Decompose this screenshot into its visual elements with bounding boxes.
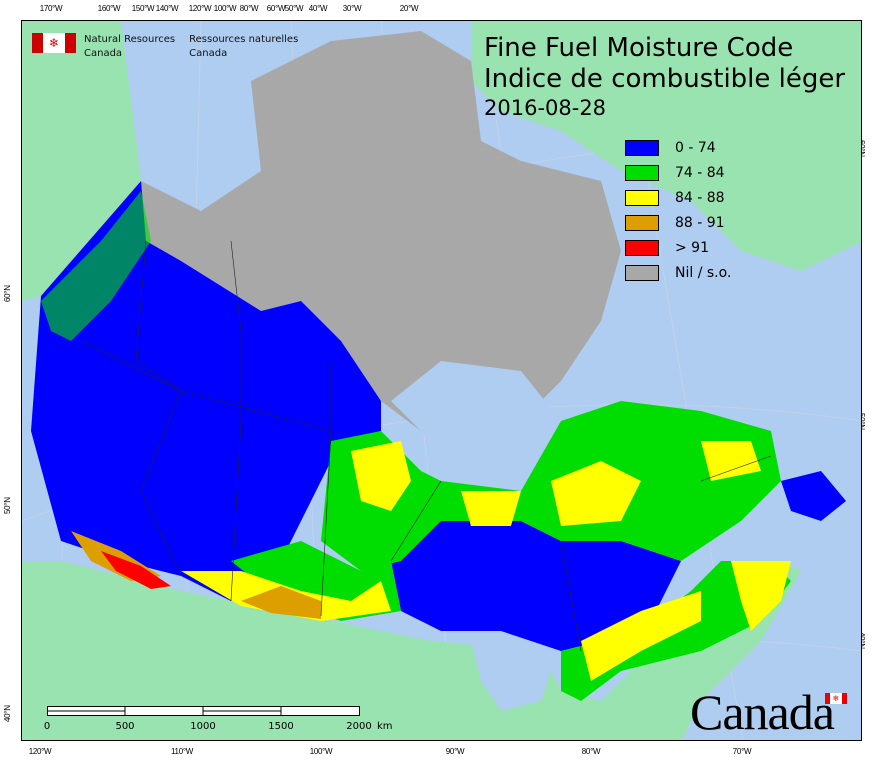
canada-wordmark: Canada [690, 684, 835, 740]
agency-name-en: Natural Resources Canada [84, 33, 175, 61]
canada-flag-icon: ❄ [32, 33, 76, 53]
bottom-axis-label: 80°W [581, 747, 601, 756]
agency-en-line1: Natural Resources [84, 34, 176, 45]
fwi-class-84-88 [461, 491, 521, 526]
top-axis-label: 140°W [155, 4, 179, 13]
legend-swatch [625, 239, 659, 256]
legend-swatch [625, 139, 659, 156]
scale-unit: km [377, 721, 393, 732]
fwi-class-84-88-maritimes [731, 561, 791, 631]
top-axis-label: 30°W [342, 4, 362, 13]
fwi-class-84-88-labrador [701, 441, 761, 481]
canada-flag-icon: ❄ [825, 693, 847, 704]
bottom-axis-label: 120°W [28, 747, 52, 756]
top-axis-label: 20°W [399, 4, 419, 13]
scale-bar-graphic [47, 706, 360, 716]
legend: 0 - 74 74 - 84 84 - 88 88 - 91 > 91 Nil / s.o… [625, 135, 731, 285]
legend-item: 88 - 91 [625, 210, 731, 235]
agency-name-fr: Ressources naturelles Canada [189, 33, 298, 61]
top-axis-label: 100°W [213, 4, 237, 13]
map-title: Fine Fuel Moisture Code Indice de combus… [484, 33, 845, 95]
left-axis-label: 60°N [3, 285, 12, 302]
scale-bar: 0 500 1000 1500 2000 km [44, 705, 393, 732]
fire-weather-map[interactable] [22, 21, 862, 741]
legend-label: Nil / s.o. [675, 264, 732, 281]
legend-item: Nil / s.o. [625, 260, 731, 285]
bottom-axis-label: 110°W [170, 747, 194, 756]
fwi-class-0-74-east [391, 521, 681, 651]
fwi-class-84-88-quebec [551, 461, 641, 526]
scale-label: 1000 [190, 721, 216, 732]
top-axis-label: 40°W [308, 4, 328, 13]
agency-fr-line1: Ressources naturelles [189, 34, 299, 45]
fwi-class-0-74-newfoundland [781, 471, 846, 521]
map-frame[interactable] [21, 20, 862, 741]
legend-label: 84 - 88 [675, 189, 725, 206]
top-axis-label: 120°W [188, 4, 212, 13]
legend-swatch [625, 164, 659, 181]
legend-item: 0 - 74 [625, 135, 731, 160]
legend-label: 0 - 74 [675, 139, 716, 156]
fwi-class-74-84 [321, 401, 781, 571]
bottom-axis-label: 70°W [732, 747, 752, 756]
map-date: 2016-08-28 [484, 96, 607, 120]
title-en: Fine Fuel Moisture Code [484, 33, 794, 63]
left-axis-label: 50°N [3, 497, 12, 514]
fwi-class-88-91 [241, 586, 321, 619]
fwi-class-74-84-yukon [41, 191, 151, 341]
legend-item: 84 - 88 [625, 185, 731, 210]
top-axis-label: 150°W [131, 4, 155, 13]
top-axis-label: 60°W [266, 4, 286, 13]
bottom-axis-label: 100°W [309, 747, 333, 756]
legend-swatch [625, 214, 659, 231]
scale-label: 2000 [346, 721, 372, 732]
legend-swatch [625, 264, 659, 281]
fwi-class-84-88-south [581, 591, 701, 681]
legend-item: 74 - 84 [625, 160, 731, 185]
alaska [22, 21, 141, 301]
united-states [22, 561, 801, 740]
legend-item: > 91 [625, 235, 731, 260]
legend-swatch [625, 189, 659, 206]
province-boundaries [80, 240, 772, 652]
legend-label: > 91 [675, 239, 709, 256]
agency-en-line2: Canada [84, 48, 123, 59]
scale-label: 0 [43, 721, 51, 732]
bottom-axis-label: 90°W [445, 747, 465, 756]
top-axis-label: 80°W [239, 4, 259, 13]
fwi-class-84-88-north [351, 441, 411, 511]
agency-signature: ❄ Natural Resources Canada Ressources na… [32, 33, 298, 61]
greenland [471, 21, 861, 271]
agency-fr-line2: Canada [189, 48, 228, 59]
fwi-class-over-91 [101, 551, 171, 589]
hudson-bay [391, 361, 561, 471]
top-axis-label: 170°W [39, 4, 63, 13]
left-axis-label: 40°N [3, 705, 12, 722]
legend-label: 88 - 91 [675, 214, 725, 231]
title-fr: Indice de combustible léger [484, 64, 846, 94]
top-axis-label: 50°W [284, 4, 304, 13]
scale-label: 500 [115, 721, 135, 732]
legend-label: 74 - 84 [675, 164, 725, 181]
scale-label: 1500 [268, 721, 294, 732]
top-axis-label: 160°W [97, 4, 121, 13]
arctic-no-data [141, 31, 621, 431]
